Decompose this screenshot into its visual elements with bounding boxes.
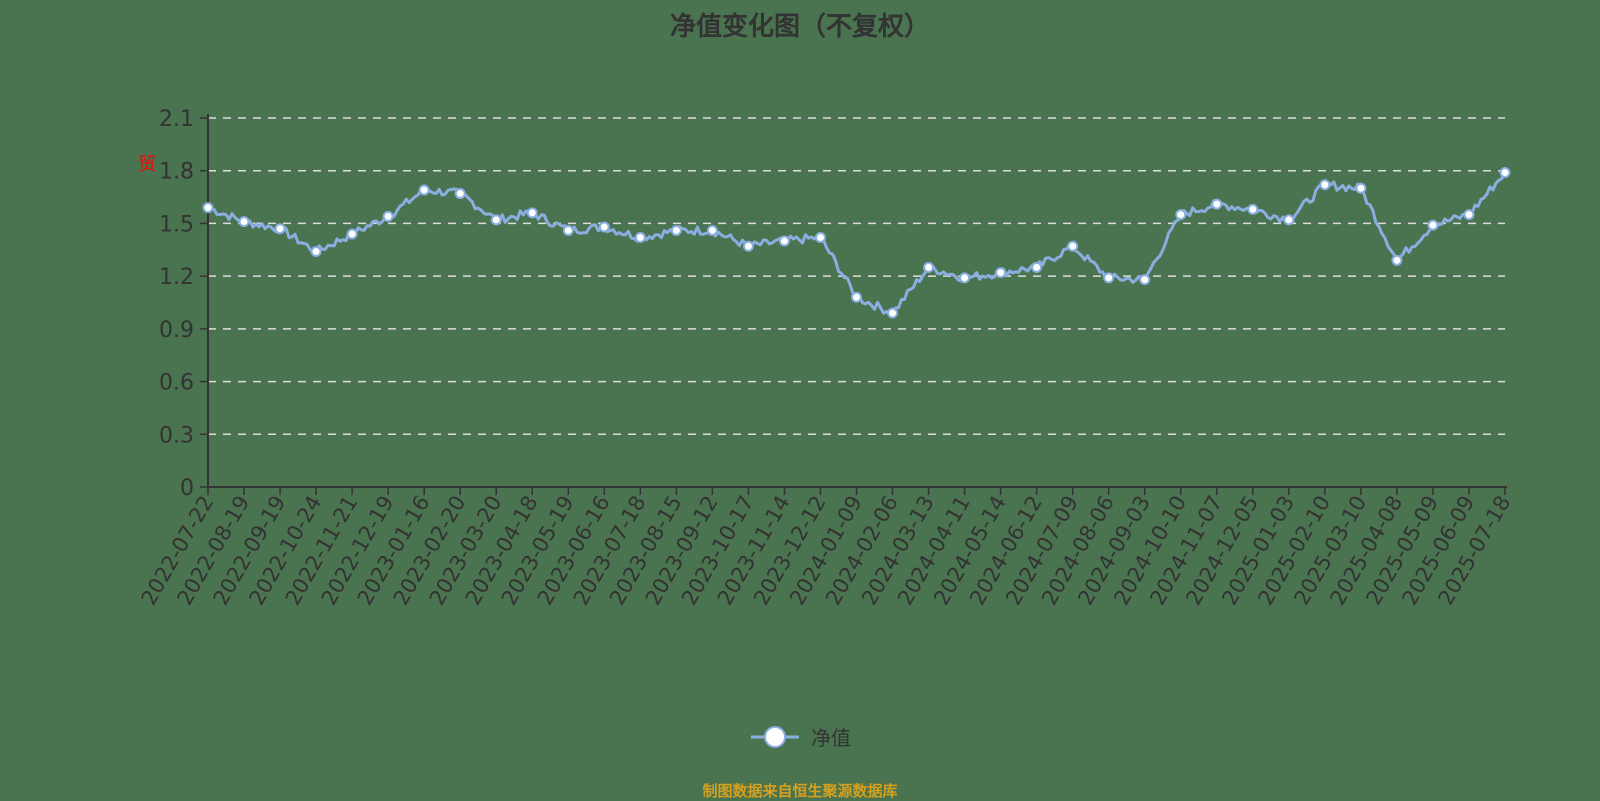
data-point-marker[interactable] <box>598 221 610 233</box>
data-point-marker[interactable] <box>382 210 394 222</box>
data-point-marker[interactable] <box>418 184 430 196</box>
data-point-marker[interactable] <box>526 207 538 219</box>
data-point-marker[interactable] <box>1103 272 1115 284</box>
data-point-marker[interactable] <box>1319 179 1331 191</box>
series-markers <box>202 166 1511 319</box>
y-tick-label: 2.1 <box>159 107 194 132</box>
data-point-marker[interactable] <box>814 231 826 243</box>
data-point-marker[interactable] <box>887 307 899 319</box>
data-point-marker[interactable] <box>995 267 1007 279</box>
data-point-marker[interactable] <box>274 223 286 235</box>
data-point-marker[interactable] <box>634 231 646 243</box>
data-point-marker[interactable] <box>310 246 322 258</box>
data-point-marker[interactable] <box>346 228 358 240</box>
y-tick-label: 1.5 <box>159 212 194 237</box>
data-point-marker[interactable] <box>562 224 574 236</box>
data-point-marker[interactable] <box>670 224 682 236</box>
data-point-marker[interactable] <box>923 261 935 273</box>
data-point-marker[interactable] <box>778 235 790 247</box>
data-point-marker[interactable] <box>1283 214 1295 226</box>
data-point-marker[interactable] <box>1355 182 1367 194</box>
y-tick-label: 0.3 <box>159 423 194 448</box>
axis-watermark-glyph: 贸 <box>138 154 156 175</box>
data-point-marker[interactable] <box>454 188 466 200</box>
y-tick-label: 1.8 <box>159 160 194 185</box>
data-point-marker[interactable] <box>490 214 502 226</box>
y-tick-label: 0.6 <box>159 371 194 396</box>
data-point-marker[interactable] <box>1211 198 1223 210</box>
y-tick-label: 1.2 <box>159 265 194 290</box>
data-point-marker[interactable] <box>238 216 250 228</box>
data-source-note: 制图数据来自恒生聚源数据库 <box>702 782 898 800</box>
data-point-marker[interactable] <box>1463 209 1475 221</box>
data-point-marker[interactable] <box>1247 203 1259 215</box>
data-point-marker[interactable] <box>959 272 971 284</box>
legend[interactable]: 净值 <box>0 722 1600 751</box>
data-point-marker[interactable] <box>1499 166 1511 178</box>
data-point-marker[interactable] <box>742 240 754 252</box>
data-point-marker[interactable] <box>1391 254 1403 266</box>
y-tick-label: 0.9 <box>159 318 194 343</box>
data-point-marker[interactable] <box>1427 219 1439 231</box>
y-tick-label: 0 <box>180 476 194 501</box>
data-point-marker[interactable] <box>706 224 718 236</box>
axes: 00.30.60.91.21.51.82.12022-07-222022-08-… <box>137 107 1516 609</box>
data-point-marker[interactable] <box>1139 274 1151 286</box>
data-point-marker[interactable] <box>1175 209 1187 221</box>
chart-title: 净值变化图（不复权） <box>669 12 930 42</box>
data-point-marker[interactable] <box>202 202 214 214</box>
data-point-marker[interactable] <box>1067 240 1079 252</box>
data-point-marker[interactable] <box>851 291 862 303</box>
legend-line-marker-icon <box>751 725 799 748</box>
legend-label: 净值 <box>811 726 851 750</box>
data-point-marker[interactable] <box>1031 261 1043 273</box>
grid-lines <box>208 117 1505 436</box>
